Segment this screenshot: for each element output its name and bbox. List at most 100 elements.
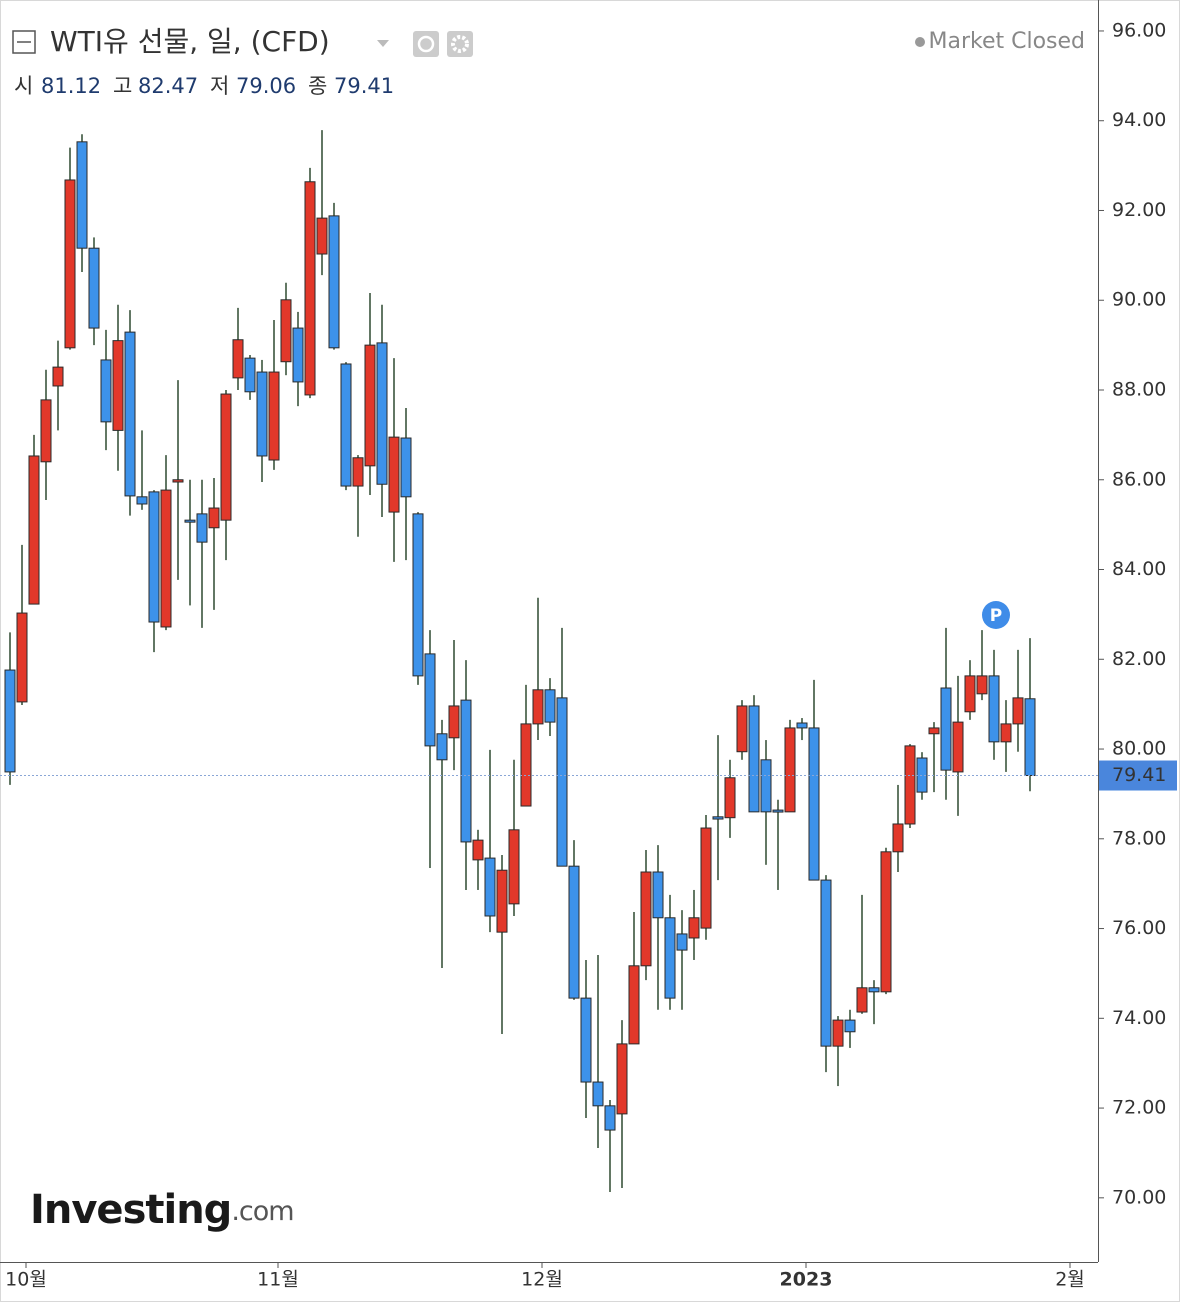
candle-body <box>484 857 496 917</box>
y-tick-label: 92.00 <box>1112 199 1166 221</box>
candle-body <box>664 917 676 999</box>
settings-icon-gear <box>451 35 469 53</box>
candle-body <box>376 342 388 485</box>
candle-body <box>40 399 52 463</box>
candle-body <box>892 823 904 853</box>
dropdown-icon[interactable] <box>377 40 389 47</box>
settings-icon[interactable] <box>447 31 473 57</box>
candle-body <box>736 705 748 753</box>
candle-body <box>700 827 712 929</box>
ohlc-value: 82.47 <box>138 74 198 98</box>
y-tick-label: 76.00 <box>1112 917 1166 939</box>
candle-body <box>652 871 664 919</box>
candle-body <box>1012 697 1024 725</box>
candle-body <box>28 455 40 605</box>
candle-body <box>1000 723 1012 743</box>
candle-body <box>856 987 868 1013</box>
candle-body <box>340 363 352 487</box>
candle-body <box>1024 698 1036 777</box>
x-tick-label: 10월 <box>5 1269 47 1291</box>
candle-body <box>112 340 124 431</box>
candle-body <box>532 689 544 725</box>
x-tick-label: 2023 <box>780 1269 833 1291</box>
watermark-suffix: .com <box>231 1196 293 1227</box>
visibility-icon[interactable] <box>413 31 439 57</box>
candle-body <box>640 871 652 967</box>
ohlc-value: 81.12 <box>41 74 101 98</box>
candle-body <box>772 809 784 813</box>
candle-body <box>928 727 940 735</box>
candle-body <box>604 1105 616 1131</box>
y-tick-label: 84.00 <box>1112 558 1166 580</box>
candle-body <box>4 669 16 773</box>
candle-body <box>64 179 76 349</box>
candle-body <box>424 653 436 747</box>
candle-body <box>808 727 820 881</box>
chart-title: WTI유 선물, 일, (CFD) <box>50 25 330 58</box>
y-tick-label: 86.00 <box>1112 468 1166 490</box>
candle-body <box>976 675 988 695</box>
candle-body <box>52 366 64 387</box>
candle-body <box>412 513 424 677</box>
candle-body <box>580 997 592 1083</box>
price-label: 79.41 <box>1112 764 1166 786</box>
candle-body <box>232 339 244 379</box>
candle-body <box>172 479 184 483</box>
candle-body <box>472 839 484 861</box>
y-tick-label: 74.00 <box>1112 1007 1166 1029</box>
candle-body <box>844 1019 856 1033</box>
candle-body <box>988 675 1000 743</box>
y-tick-label: 78.00 <box>1112 827 1166 849</box>
candle-body <box>880 851 892 993</box>
candle-body <box>124 331 136 497</box>
candle-body <box>352 457 364 487</box>
candle-body <box>820 879 832 1047</box>
y-tick-label: 96.00 <box>1112 19 1166 41</box>
candle-body <box>688 917 700 939</box>
candle-body <box>556 697 568 867</box>
candle-body <box>256 371 268 457</box>
y-tick-label: 82.00 <box>1112 648 1166 670</box>
ohlc-label: 종 <box>308 74 327 98</box>
watermark: Investing.com <box>30 1187 294 1233</box>
candle-body <box>148 491 160 623</box>
ohlc-label: 시 <box>14 74 33 98</box>
candle-body <box>220 393 232 521</box>
event-marker <box>982 601 1010 629</box>
ohlc-label: 저 <box>210 74 229 98</box>
candle-body <box>832 1019 844 1047</box>
watermark-main: Investing <box>30 1187 231 1233</box>
candle-body <box>100 359 112 423</box>
x-tick-label: 11월 <box>257 1269 299 1291</box>
y-tick-label: 72.00 <box>1112 1097 1166 1119</box>
market-status: Market Closed <box>928 29 1085 54</box>
candle-body <box>496 869 508 933</box>
candle-body <box>760 759 772 813</box>
candle-body <box>616 1043 628 1115</box>
event-marker-label: P <box>990 606 1002 626</box>
y-tick-label: 80.00 <box>1112 738 1166 760</box>
candle-body <box>76 141 88 249</box>
candle-body <box>196 513 208 543</box>
candle-body <box>88 247 100 329</box>
x-tick-label: 2월 <box>1055 1269 1085 1291</box>
collapse-icon[interactable] <box>12 30 36 54</box>
candle-body <box>400 437 412 498</box>
candle-body <box>940 687 952 771</box>
candle-body <box>160 489 172 628</box>
candle-body <box>184 519 196 523</box>
candle-body <box>460 699 472 843</box>
candle-body <box>544 689 556 723</box>
candle-body <box>280 299 292 363</box>
candle-body <box>964 675 976 713</box>
candle-body <box>520 723 532 807</box>
y-tick-label: 94.00 <box>1112 109 1166 131</box>
candle-body <box>316 217 328 255</box>
candle-body <box>628 965 640 1045</box>
candle-body <box>676 933 688 951</box>
ohlc-value: 79.06 <box>236 74 296 98</box>
candle-body <box>328 215 340 349</box>
